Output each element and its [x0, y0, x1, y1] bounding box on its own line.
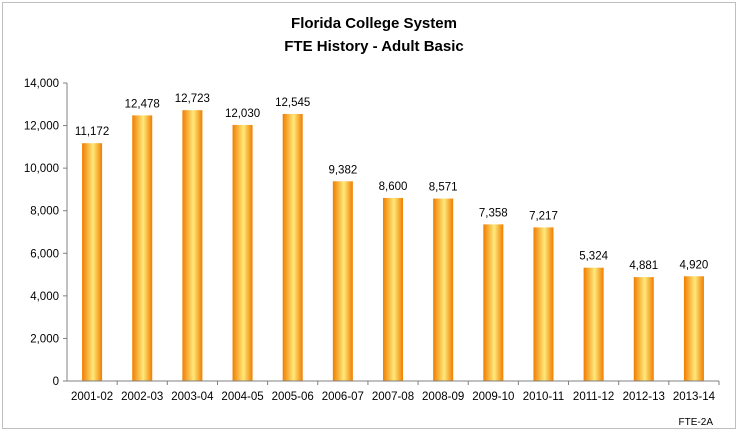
y-tick-label: 10,000 [24, 163, 59, 175]
data-label: 8,571 [429, 182, 458, 194]
chart-frame [2, 2, 736, 429]
y-tick-label: 8,000 [30, 206, 59, 218]
x-tick-label: 2013-14 [673, 391, 716, 403]
data-label: 12,545 [275, 97, 310, 109]
x-tick-label: 2005-06 [272, 391, 314, 403]
x-tick-label: 2006-07 [322, 391, 364, 403]
bar [82, 143, 103, 381]
x-tick-label: 2003-04 [171, 391, 214, 403]
x-axis: 2001-02 2002-03 2003-04 2004-05 2005-06 2006-… [67, 380, 720, 403]
y-tick-label: 2,000 [30, 333, 59, 345]
data-label: 11,172 [75, 126, 109, 138]
bars: 11,172 12,478 12,723 12,030 12,545 9,382 8,600… [75, 93, 709, 382]
x-tick-label: 2001-02 [71, 391, 113, 403]
x-tick-label: 2007-08 [372, 391, 414, 403]
bar [633, 277, 654, 381]
bar [683, 276, 704, 381]
bar [282, 113, 303, 382]
data-label: 12,030 [225, 108, 260, 120]
y-tick-label: 12,000 [24, 121, 59, 133]
bar [232, 124, 253, 381]
data-label: 9,382 [328, 164, 357, 176]
data-label: 7,217 [529, 210, 558, 222]
bar [332, 181, 353, 381]
bar [583, 267, 604, 381]
data-label: 5,324 [579, 251, 608, 263]
x-tick-label: 2010-11 [523, 391, 564, 403]
bar [433, 198, 454, 381]
bar [132, 115, 153, 382]
chart-subtitle: FTE History - Adult Basic [284, 38, 463, 55]
y-tick-label: 6,000 [30, 248, 59, 260]
x-tick-label: 2008-09 [422, 391, 464, 403]
footnote: FTE-2A [679, 417, 714, 428]
data-label: 7,358 [479, 207, 508, 219]
y-axis: 0 2,000 4,000 6,000 8,000 10,000 12,000 14,000 [24, 78, 68, 388]
x-tick-label: 2011-12 [573, 391, 614, 403]
x-tick-label: 2002-03 [121, 391, 163, 403]
data-label: 8,600 [379, 181, 408, 193]
bar [383, 197, 403, 381]
chart-title: Florida College System [291, 15, 457, 32]
y-tick-label: 4,000 [30, 291, 59, 303]
x-tick-label: 2012-13 [623, 391, 665, 403]
data-label: 12,723 [175, 93, 210, 105]
x-tick-label: 2004-05 [221, 391, 263, 403]
y-tick-label: 14,000 [24, 78, 59, 90]
data-label: 12,478 [125, 98, 160, 110]
bar [533, 227, 554, 381]
x-tick-label: 2009-10 [472, 391, 514, 403]
data-label: 4,920 [680, 259, 709, 271]
bar [182, 110, 203, 381]
bar [483, 224, 504, 381]
y-tick-label: 0 [53, 376, 59, 388]
data-label: 4,881 [629, 260, 658, 272]
